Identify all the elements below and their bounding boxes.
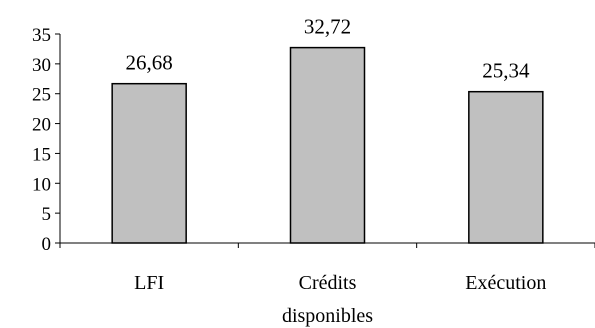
y-tick-label: 15 <box>32 144 51 165</box>
x-category-label: Crédits <box>299 272 357 294</box>
x-category-label: Exécution <box>465 272 546 294</box>
bar <box>289 46 366 244</box>
y-tick-label: 35 <box>32 25 51 46</box>
y-tick-label: 0 <box>42 234 52 255</box>
y-tick-label: 25 <box>32 85 51 106</box>
y-tick-label: 10 <box>32 174 51 195</box>
bar <box>111 82 187 244</box>
bar-value-label: 32,72 <box>304 15 351 39</box>
y-tick-label: 5 <box>42 204 52 225</box>
y-tick-label: 30 <box>32 55 51 76</box>
bar-value-label: 26,68 <box>126 51 173 75</box>
x-category-label: disponibles <box>282 305 373 327</box>
bar <box>468 90 544 244</box>
x-category-label: LFI <box>134 272 164 294</box>
y-tick-label: 20 <box>32 115 51 136</box>
bar-value-label: 25,34 <box>482 59 530 83</box>
